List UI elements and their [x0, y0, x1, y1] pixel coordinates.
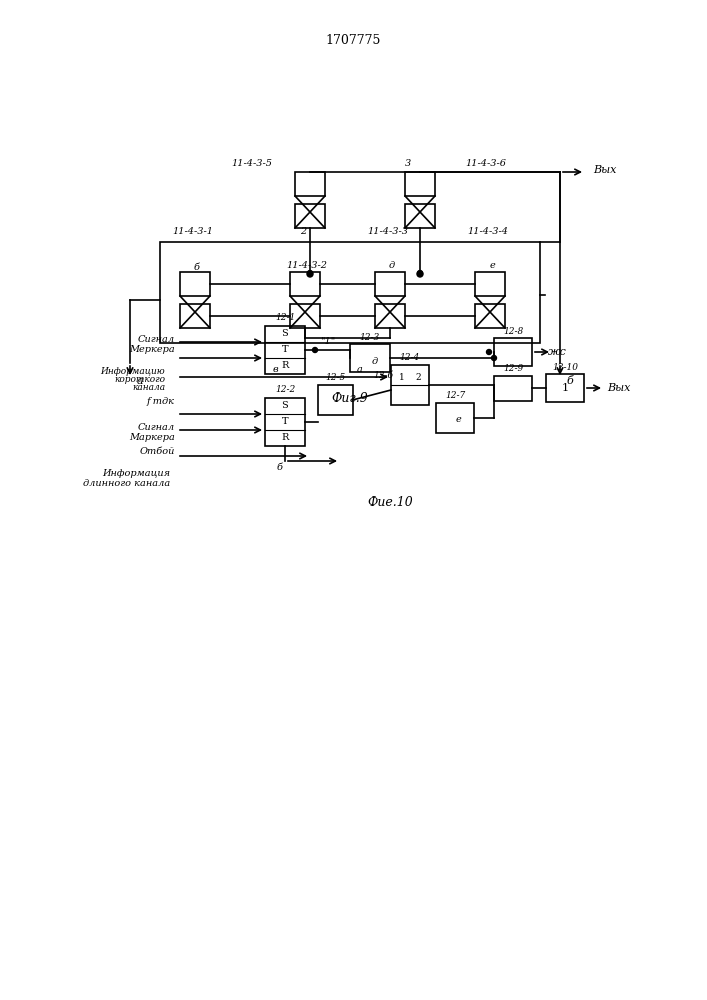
Text: T: T — [281, 346, 288, 355]
Text: 12-9: 12-9 — [503, 364, 523, 373]
Text: е: е — [489, 261, 495, 270]
Bar — [295, 172, 325, 196]
Text: 1707775: 1707775 — [325, 33, 380, 46]
Bar — [350, 344, 390, 372]
Text: а: а — [136, 376, 144, 386]
Text: S: S — [281, 330, 288, 338]
Text: S: S — [281, 401, 288, 410]
Bar — [375, 272, 405, 296]
Text: д: д — [372, 357, 378, 365]
Text: 12-2: 12-2 — [275, 385, 295, 394]
Text: 12-8: 12-8 — [503, 326, 523, 336]
Text: 2: 2 — [300, 228, 306, 236]
Text: 12-10: 12-10 — [552, 362, 578, 371]
Text: 12-1: 12-1 — [275, 314, 295, 322]
Bar — [546, 374, 584, 402]
Bar — [475, 272, 505, 296]
Bar — [160, 242, 540, 343]
Text: е: е — [455, 416, 461, 424]
Text: б: б — [194, 262, 200, 271]
Bar — [405, 204, 435, 228]
Text: Меркера: Меркера — [129, 346, 175, 355]
Text: б: б — [566, 376, 573, 386]
Text: 12-7: 12-7 — [445, 391, 465, 400]
Text: 11-4-3-4: 11-4-3-4 — [467, 228, 508, 236]
Text: д: д — [389, 261, 395, 270]
Text: в: в — [272, 365, 278, 374]
Text: 2: 2 — [415, 372, 421, 381]
Text: Отбой: Отбой — [139, 448, 175, 456]
Bar — [290, 304, 320, 328]
Text: "1": "1" — [320, 338, 335, 347]
Bar — [436, 403, 474, 433]
Bar — [180, 272, 210, 296]
Circle shape — [491, 356, 496, 360]
Text: 12-4: 12-4 — [400, 354, 420, 362]
Text: 11-4-3-2: 11-4-3-2 — [286, 261, 327, 270]
Bar — [317, 385, 353, 415]
Text: Вых: Вых — [607, 383, 631, 393]
Text: жс: жс — [547, 347, 566, 357]
Text: 12-б: 12-б — [373, 370, 393, 379]
Text: Вых: Вых — [593, 165, 617, 175]
Bar — [265, 398, 305, 446]
Bar — [295, 204, 325, 228]
Bar — [180, 304, 210, 328]
Bar — [290, 272, 320, 296]
Text: Информация: Информация — [102, 468, 170, 478]
Circle shape — [308, 270, 312, 275]
Text: 1: 1 — [561, 383, 568, 393]
Text: 11-4-3-5: 11-4-3-5 — [231, 159, 272, 168]
Bar — [391, 365, 429, 405]
Text: R: R — [281, 434, 288, 442]
Text: R: R — [281, 361, 288, 370]
Text: а: а — [357, 365, 363, 374]
Text: 12-5: 12-5 — [325, 373, 345, 382]
Bar — [405, 172, 435, 196]
Text: 3: 3 — [405, 159, 411, 168]
Text: Маркера: Маркера — [129, 432, 175, 442]
Text: Сигнал: Сигнал — [138, 422, 175, 432]
Text: б: б — [277, 464, 283, 473]
Text: канала: канала — [132, 383, 165, 392]
Text: Информацию: Информацию — [100, 367, 165, 376]
Text: 11-4-3-3: 11-4-3-3 — [368, 228, 409, 236]
Text: f тдк: f тдк — [147, 397, 175, 406]
Text: 11-4-3-1: 11-4-3-1 — [173, 228, 214, 236]
Text: Фиг.9: Фиг.9 — [332, 391, 368, 404]
Circle shape — [417, 271, 423, 277]
Circle shape — [307, 271, 313, 277]
Bar — [265, 326, 305, 374]
Text: Сигнал: Сигнал — [138, 336, 175, 344]
Text: длинного канала: длинного канала — [83, 479, 170, 488]
Circle shape — [312, 348, 317, 353]
Text: 1: 1 — [399, 372, 405, 381]
Bar — [494, 338, 532, 366]
Circle shape — [418, 270, 423, 275]
Bar — [475, 304, 505, 328]
Circle shape — [486, 350, 491, 355]
Text: 12-3: 12-3 — [360, 332, 380, 342]
Bar — [375, 304, 405, 328]
Text: Фие.10: Фие.10 — [367, 496, 413, 510]
Text: короткого: короткого — [114, 375, 165, 384]
Text: T: T — [281, 418, 288, 426]
Text: 11-4-3-6: 11-4-3-6 — [465, 159, 506, 168]
Bar — [494, 375, 532, 400]
